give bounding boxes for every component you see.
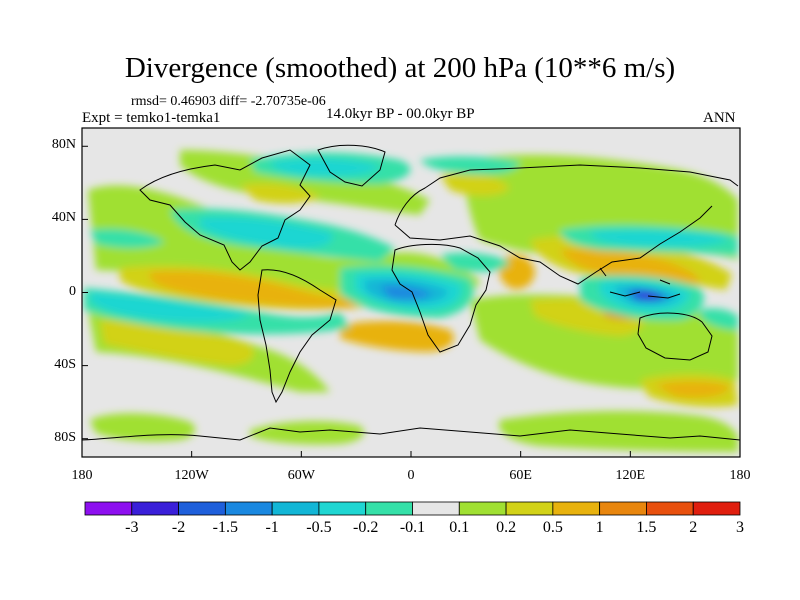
colorbar-label: -1	[265, 519, 279, 536]
lon-label: 120W	[174, 468, 209, 483]
colorbar-label: -2	[171, 519, 186, 536]
field-patch	[180, 150, 430, 215]
lon-label: 60E	[509, 468, 532, 483]
colorbar-label: 3	[736, 519, 744, 536]
colorbar-swatch	[84, 501, 133, 516]
field-patch	[240, 183, 320, 204]
coastline-africa	[391, 243, 491, 353]
field-patch	[90, 228, 165, 249]
lat-label: 80N	[51, 137, 76, 153]
lat-label: 40N	[51, 210, 76, 226]
stats-line: rmsd= 0.46903 diff= -2.70735e-06	[131, 94, 326, 109]
colorbar-swatch	[599, 501, 647, 516]
colorbar-label: 1.5	[636, 519, 657, 536]
field-patch	[270, 158, 380, 177]
colorbar-swatch	[224, 501, 273, 516]
colorbar-label: 0.2	[496, 519, 517, 536]
coastline-eurasia	[394, 164, 739, 285]
colorbar-swatch	[318, 501, 367, 516]
colorbar-label: -0.5	[306, 519, 332, 536]
lon-label: 180	[729, 468, 751, 483]
colorbar-swatch	[458, 501, 507, 516]
divergence-field	[84, 150, 738, 452]
coastline-south-america	[257, 269, 337, 404]
colorbar-swatch	[552, 501, 601, 516]
colorbar-label: -1.5	[212, 519, 238, 536]
field-patch	[100, 320, 254, 366]
lon-label: 180	[71, 468, 93, 483]
axis-ticks	[81, 145, 741, 457]
lat-label: 0	[69, 283, 76, 299]
coastline-australia	[637, 312, 713, 361]
colorbar	[84, 501, 741, 516]
colorbar-label: 0.1	[449, 519, 470, 536]
lat-label: 80S	[54, 429, 76, 445]
field-patch	[200, 216, 333, 249]
field-patch	[420, 156, 520, 175]
season-label: ANN	[703, 110, 736, 126]
coastline-north-america	[139, 149, 311, 271]
colorbar-swatch	[505, 501, 554, 516]
period-label: 14.0kyr BP - 00.0kyr BP	[326, 106, 475, 122]
coastline-antarctica	[82, 427, 740, 441]
experiment-label: Expt = temko1-temka1	[82, 110, 221, 126]
colorbar-swatch	[178, 501, 226, 516]
coastlines	[82, 144, 740, 441]
field-patch	[90, 292, 250, 322]
colorbar-label: -3	[125, 519, 139, 536]
field-patch	[590, 230, 730, 247]
colorbar-swatch	[692, 501, 741, 516]
colorbar-label: 0.5	[542, 519, 563, 536]
colorbar-swatch	[412, 501, 460, 516]
colorbar-swatch	[131, 501, 179, 516]
coastline-islands	[599, 267, 681, 299]
field-patch	[700, 308, 738, 330]
colorbar-label: -0.2	[353, 519, 379, 536]
lon-label: 60W	[287, 468, 315, 483]
field-patch	[150, 270, 360, 309]
field-patch	[440, 173, 510, 196]
colorbar-swatch	[365, 501, 413, 516]
field-patch	[655, 381, 730, 398]
coastline-greenland	[317, 144, 386, 187]
colorbar-label: -0.1	[399, 519, 426, 536]
field-patch	[380, 285, 432, 300]
colorbar-swatch	[271, 501, 320, 516]
field-patch	[499, 411, 738, 452]
field-patch	[440, 252, 510, 272]
field-patch	[560, 248, 700, 284]
colorbar-swatch	[646, 501, 694, 516]
lon-label: 0	[407, 468, 415, 483]
lat-label: 40S	[54, 356, 76, 372]
colorbar-label: 1	[595, 519, 604, 536]
lon-label: 120E	[615, 468, 646, 483]
colorbar-label: 2	[689, 519, 698, 536]
field-patch	[250, 421, 364, 445]
figure-title: Divergence (smoothed) at 200 hPa (10**6 …	[124, 52, 676, 84]
